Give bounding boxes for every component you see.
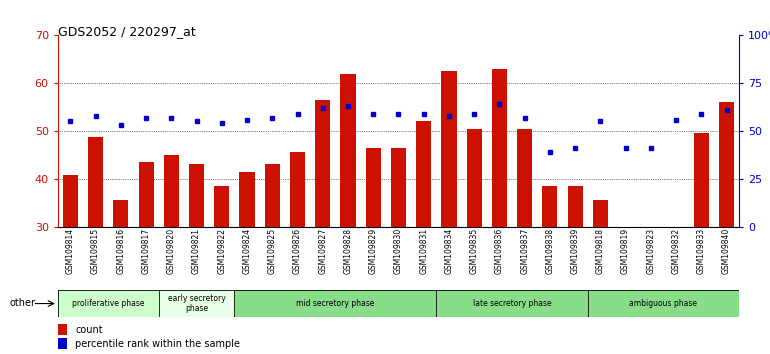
Bar (517, 129, 532, 227)
Bar (668, 227, 684, 243)
Bar (315, 100, 330, 227)
Text: GSM109828: GSM109828 (343, 228, 353, 274)
Text: GSM109835: GSM109835 (470, 228, 479, 274)
Bar (719, 102, 734, 227)
Bar (567, 186, 583, 227)
Bar (139, 162, 154, 227)
Text: GSM109833: GSM109833 (697, 228, 706, 274)
Bar (340, 74, 356, 227)
Bar (164, 155, 179, 227)
Text: GSM109818: GSM109818 (596, 228, 605, 274)
Text: ambiguous phase: ambiguous phase (630, 299, 698, 308)
Text: GSM109821: GSM109821 (192, 228, 201, 274)
Text: GSM109824: GSM109824 (243, 228, 252, 274)
Bar (593, 200, 608, 227)
Text: mid secretory phase: mid secretory phase (296, 299, 374, 308)
Bar (113, 200, 129, 227)
Text: GSM109838: GSM109838 (545, 228, 554, 274)
Bar (58, 338, 68, 349)
Bar (492, 69, 507, 227)
Bar (63, 176, 78, 227)
Bar (265, 164, 280, 227)
Bar (694, 133, 709, 227)
Bar (290, 153, 305, 227)
Bar (58, 290, 159, 317)
Text: GSM109814: GSM109814 (66, 228, 75, 274)
Text: GSM109830: GSM109830 (394, 228, 403, 274)
Text: percentile rank within the sample: percentile rank within the sample (75, 339, 240, 349)
Text: GSM109817: GSM109817 (142, 228, 151, 274)
Text: GDS2052 / 220297_at: GDS2052 / 220297_at (58, 25, 196, 38)
Bar (588, 290, 739, 317)
Text: GSM109832: GSM109832 (671, 228, 681, 274)
Text: GSM109820: GSM109820 (167, 228, 176, 274)
Text: GSM109839: GSM109839 (571, 228, 580, 274)
Text: GSM109831: GSM109831 (419, 228, 428, 274)
Text: GSM109823: GSM109823 (646, 228, 655, 274)
Text: count: count (75, 325, 102, 335)
Text: GSM109840: GSM109840 (722, 228, 731, 274)
Text: GSM109829: GSM109829 (369, 228, 378, 274)
Bar (58, 324, 68, 335)
Text: proliferative phase: proliferative phase (72, 299, 145, 308)
Text: late secretory phase: late secretory phase (473, 299, 551, 308)
Text: early secretory
phase: early secretory phase (168, 294, 226, 313)
Text: GSM109836: GSM109836 (495, 228, 504, 274)
Bar (618, 227, 633, 243)
Bar (416, 121, 431, 227)
Text: GSM109819: GSM109819 (621, 228, 630, 274)
Text: GSM109816: GSM109816 (116, 228, 126, 274)
Text: GSM109826: GSM109826 (293, 228, 302, 274)
Bar (467, 129, 482, 227)
Bar (542, 186, 557, 227)
Bar (437, 290, 588, 317)
Bar (214, 186, 229, 227)
Bar (643, 227, 658, 241)
Bar (366, 148, 381, 227)
Bar (159, 290, 234, 317)
Text: GSM109822: GSM109822 (217, 228, 226, 274)
Bar (189, 164, 204, 227)
Text: GSM109827: GSM109827 (318, 228, 327, 274)
Text: GSM109815: GSM109815 (91, 228, 100, 274)
Text: GSM109837: GSM109837 (521, 228, 529, 274)
Bar (234, 290, 437, 317)
Text: GSM109825: GSM109825 (268, 228, 276, 274)
Bar (88, 137, 103, 227)
Bar (239, 172, 255, 227)
Bar (391, 148, 406, 227)
Bar (441, 71, 457, 227)
Text: other: other (9, 298, 35, 308)
Text: GSM109834: GSM109834 (444, 228, 454, 274)
